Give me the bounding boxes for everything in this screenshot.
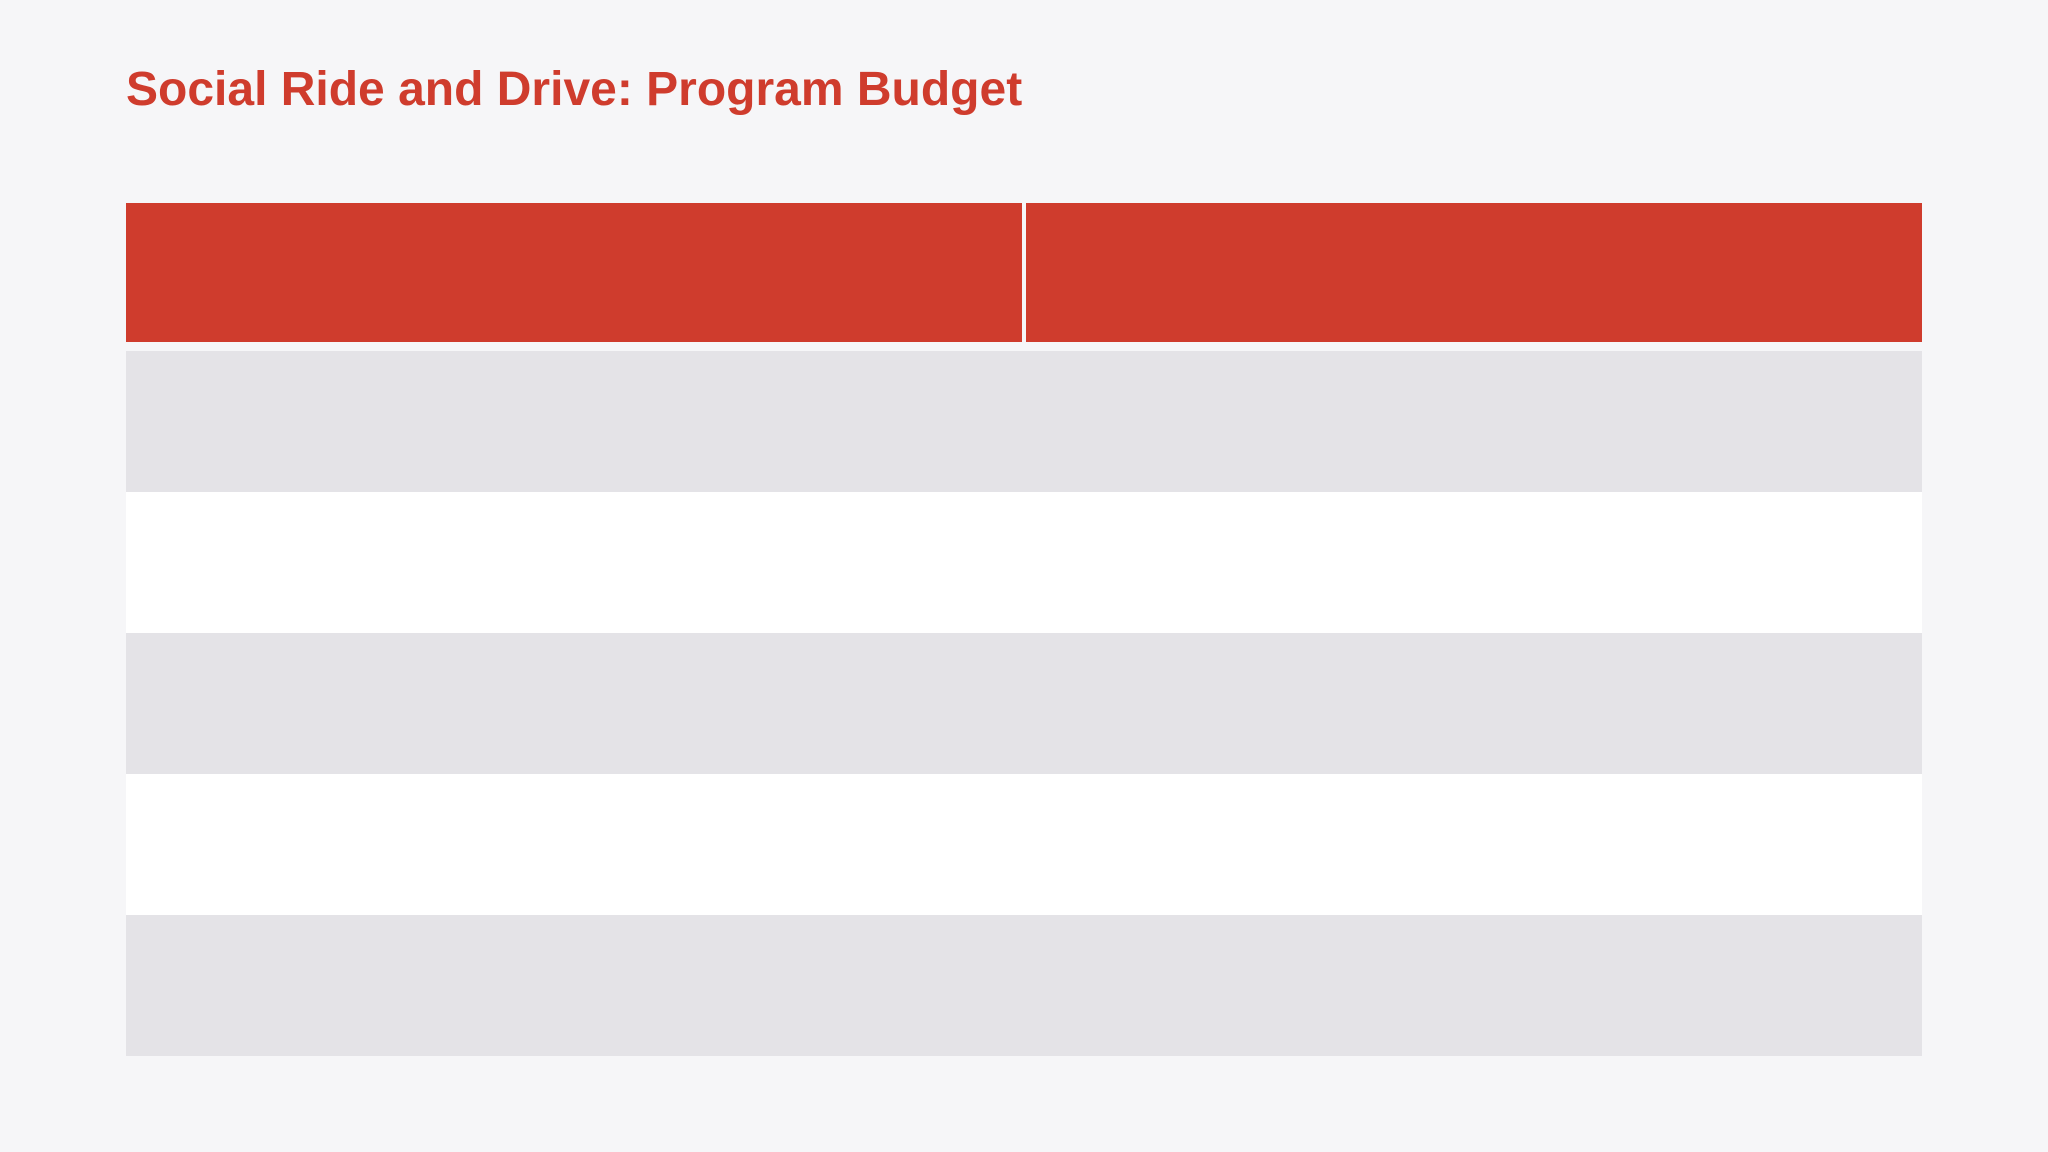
table-row <box>126 774 1922 915</box>
table-cell[interactable] <box>1024 915 1922 1056</box>
header-cell-right[interactable] <box>1026 203 1922 342</box>
header-cell-left[interactable] <box>126 203 1022 342</box>
table-row <box>126 492 1922 633</box>
table-cell[interactable] <box>126 351 1024 492</box>
table-body <box>126 351 1922 1056</box>
table-cell[interactable] <box>1024 774 1922 915</box>
table-cell[interactable] <box>1024 492 1922 633</box>
table-row <box>126 633 1922 774</box>
table-cell[interactable] <box>126 633 1024 774</box>
table-header-row <box>126 203 1922 342</box>
table-row <box>126 915 1922 1056</box>
page-title: Social Ride and Drive: Program Budget <box>126 63 1023 116</box>
table-cell[interactable] <box>1024 633 1922 774</box>
table-cell[interactable] <box>126 492 1024 633</box>
budget-table <box>126 203 1922 1056</box>
table-row <box>126 351 1922 492</box>
table-cell[interactable] <box>126 774 1024 915</box>
table-cell[interactable] <box>126 915 1024 1056</box>
table-cell[interactable] <box>1024 351 1922 492</box>
